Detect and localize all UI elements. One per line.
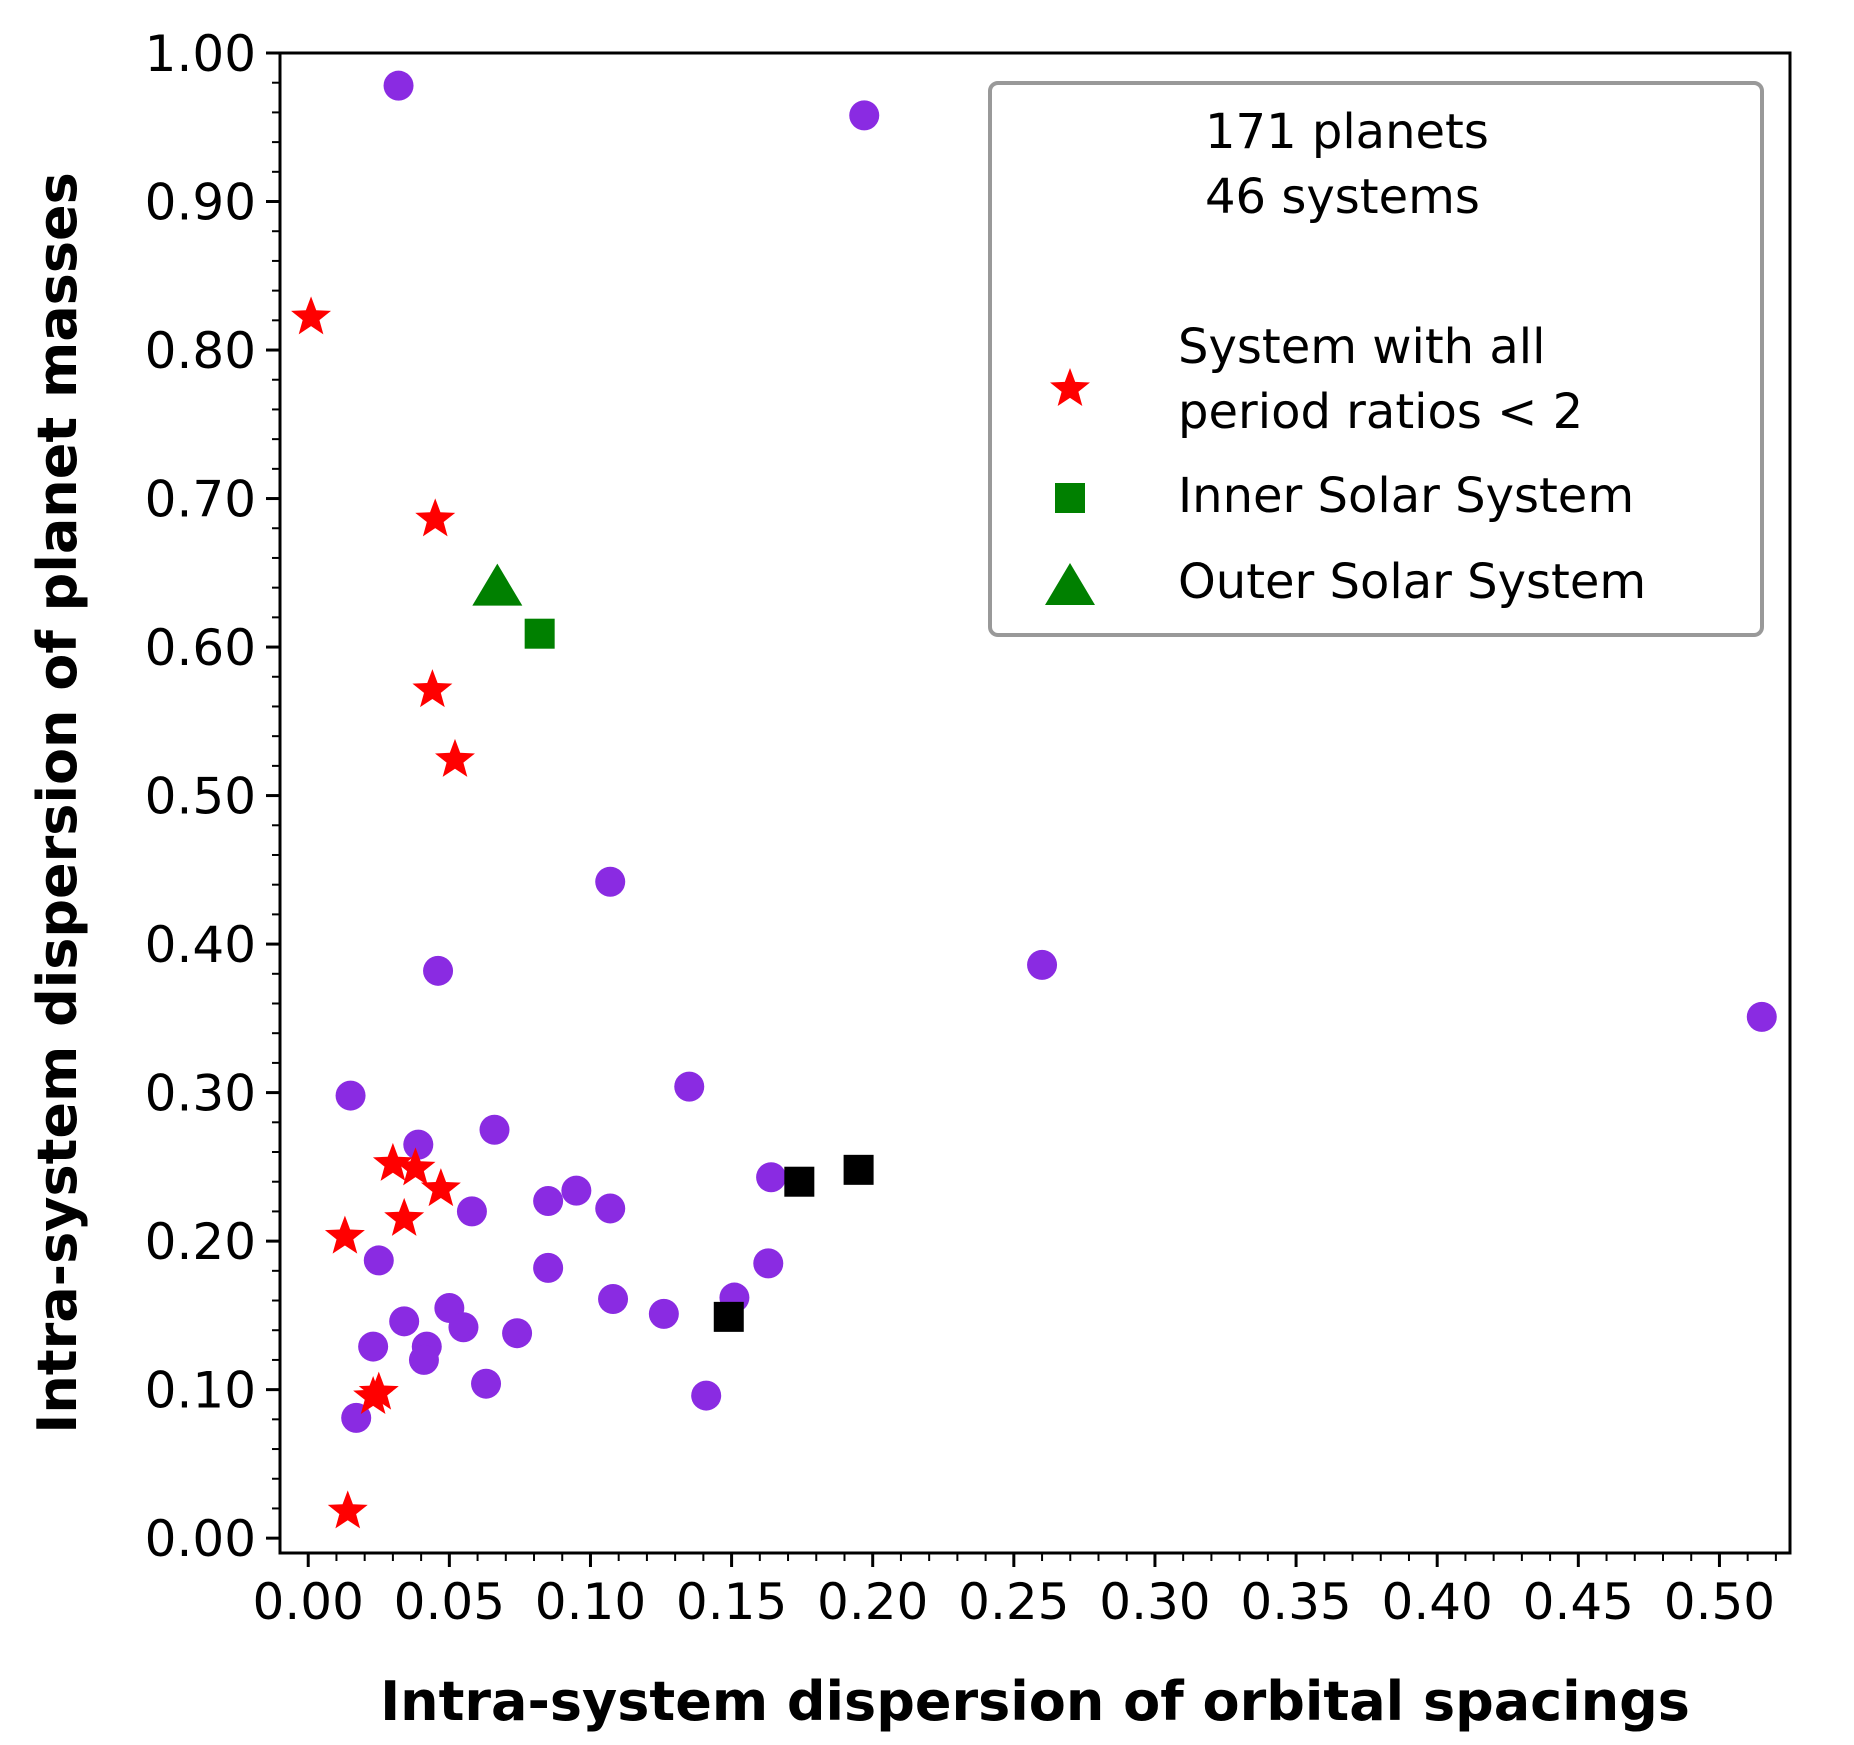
x-tick-label: 0.50 — [1664, 1573, 1775, 1631]
star-point — [384, 1197, 425, 1236]
circle-point — [502, 1318, 533, 1349]
square-point — [524, 618, 555, 649]
x-tick-label: 0.35 — [1240, 1573, 1351, 1631]
legend-triangle-icon — [1045, 563, 1095, 605]
circle-point — [1746, 1001, 1777, 1032]
circle-point — [408, 1344, 439, 1375]
x-tick-label: 0.10 — [535, 1573, 646, 1631]
star-point — [395, 1147, 436, 1186]
legend-entry-inner-solar-system: Inner Solar System — [1055, 468, 1634, 524]
legend-box — [988, 81, 1764, 637]
circle-point — [753, 1248, 784, 1279]
y-tick-label: 0.50 — [145, 768, 256, 826]
data-points — [291, 70, 1777, 1529]
triangle-point — [472, 563, 523, 606]
y-tick-label: 0.70 — [145, 471, 256, 529]
legend-outer-label: Outer Solar System — [1178, 554, 1646, 610]
square-point — [784, 1166, 815, 1197]
legend-planet-count: 171 planets — [1205, 104, 1489, 160]
legend: 171 planets 46 systems System with all p… — [988, 81, 1764, 637]
y-tick-label: 1.00 — [145, 25, 256, 83]
y-tick-label: 0.90 — [145, 174, 256, 232]
y-tick-label: 0.00 — [145, 1510, 256, 1568]
y-tick-label: 0.10 — [145, 1362, 256, 1420]
legend-entry-star: System with all period ratios < 2 — [1050, 319, 1583, 440]
y-tick-label: 0.30 — [145, 1065, 256, 1123]
legend-star-marker — [1050, 368, 1090, 406]
circle-point — [448, 1312, 479, 1343]
circle-point — [383, 70, 414, 101]
circle-point — [403, 1129, 434, 1160]
legend-square-marker — [1055, 483, 1085, 513]
x-tick-label: 0.45 — [1523, 1573, 1634, 1631]
star-point — [435, 738, 475, 777]
circle-point — [456, 1196, 487, 1227]
circle-point — [471, 1368, 502, 1399]
circle-point — [533, 1252, 564, 1283]
x-tick-label: 0.25 — [958, 1573, 1069, 1631]
x-tick-label: 0.00 — [253, 1573, 364, 1631]
circle-point — [479, 1114, 510, 1145]
legend-inner-label: Inner Solar System — [1178, 468, 1634, 524]
square-point — [843, 1154, 874, 1185]
x-tick-label: 0.30 — [1099, 1573, 1210, 1631]
legend-star-label-line1: System with all — [1178, 319, 1545, 375]
x-tick-labels: 0.00 0.05 0.10 0.15 0.20 0.25 0.30 0.35 0.40 0.45… — [253, 1573, 1776, 1631]
circle-point — [1027, 949, 1058, 980]
axis-ticks — [266, 51, 1777, 1567]
x-tick-label: 0.20 — [817, 1573, 928, 1631]
x-tick-label: 0.15 — [676, 1573, 787, 1631]
legend-triangle-marker — [1045, 563, 1095, 605]
y-tick-labels: 0.00 0.10 0.20 0.30 0.40 0.50 0.60 0.70 0.80 0.90… — [145, 25, 256, 1568]
x-axis-title: Intra-system dispersion of orbital spaci… — [380, 1670, 1690, 1733]
plot-frame — [278, 51, 1792, 1555]
star-point — [327, 1490, 368, 1529]
circle-point — [533, 1186, 564, 1217]
legend-star-label-line2: period ratios < 2 — [1178, 384, 1583, 440]
circle-point — [674, 1071, 705, 1102]
star-point — [412, 669, 453, 708]
circle-point — [756, 1162, 787, 1193]
circle-point — [423, 955, 454, 986]
legend-entry-outer-solar-system: Outer Solar System — [1045, 554, 1646, 610]
x-tick-label: 0.05 — [394, 1573, 505, 1631]
y-tick-label: 0.40 — [145, 916, 256, 974]
star-point — [372, 1142, 413, 1181]
star-point — [324, 1215, 365, 1254]
star-point — [291, 296, 332, 335]
star-point — [353, 1376, 394, 1415]
circle-point — [561, 1175, 592, 1206]
legend-system-count: 46 systems — [1205, 169, 1480, 225]
legend-star-icon — [1050, 368, 1090, 406]
circle-point — [335, 1080, 366, 1111]
circle-point — [598, 1284, 629, 1315]
legend-square-icon — [1055, 483, 1085, 513]
circle-point — [648, 1298, 679, 1329]
circle-point — [389, 1306, 420, 1337]
circle-point — [595, 1193, 626, 1224]
y-tick-label: 0.80 — [145, 322, 256, 380]
y-axis-title: Intra-system dispersion of planet masses — [26, 172, 89, 1433]
circle-point — [363, 1245, 394, 1276]
x-tick-label: 0.40 — [1382, 1573, 1493, 1631]
y-tick-label: 0.20 — [145, 1213, 256, 1271]
circle-point — [849, 100, 880, 131]
circle-point — [691, 1380, 722, 1411]
square-point — [713, 1301, 744, 1332]
star-point — [420, 1168, 461, 1207]
star-point — [415, 498, 456, 537]
circle-point — [595, 866, 626, 897]
circle-point — [358, 1331, 389, 1362]
y-tick-label: 0.60 — [145, 619, 256, 677]
